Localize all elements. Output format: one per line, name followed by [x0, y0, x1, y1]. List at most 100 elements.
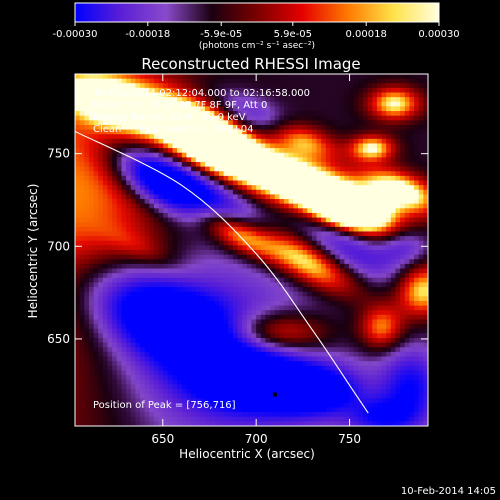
- heatmap-cell: [270, 138, 276, 145]
- heatmap-cell: [330, 180, 336, 186]
- heatmap-cell: [362, 361, 369, 367]
- heatmap-cell: [209, 194, 215, 200]
- heatmap-cell: [181, 300, 188, 307]
- heatmap-cell: [112, 333, 118, 339]
- heatmap-cell: [386, 106, 392, 112]
- heatmap-cell: [316, 162, 322, 168]
- heatmap-cell: [232, 185, 239, 191]
- heatmap-cell: [404, 231, 411, 237]
- heatmap-cell: [200, 310, 206, 316]
- heatmap-cell: [367, 324, 373, 330]
- heatmap-cell: [84, 296, 90, 302]
- heatmap-cell: [84, 87, 90, 94]
- heatmap-cell: [414, 78, 420, 84]
- heatmap-cell: [400, 129, 406, 135]
- heatmap-cell: [358, 92, 364, 98]
- heatmap-cell: [181, 333, 188, 339]
- heatmap-cell: [367, 277, 373, 284]
- heatmap-cell: [121, 143, 127, 149]
- heatmap-cell: [79, 92, 85, 98]
- heatmap-cell: [409, 106, 415, 112]
- heatmap-cell: [130, 226, 136, 233]
- heatmap-cell: [200, 263, 206, 270]
- heatmap-cell: [186, 92, 192, 98]
- heatmap-cell: [167, 166, 174, 172]
- heatmap-cell: [214, 134, 220, 140]
- heatmap-cell: [200, 254, 206, 260]
- heatmap-cell: [367, 138, 373, 145]
- heatmap-cell: [121, 111, 127, 117]
- heatmap-cell: [228, 199, 234, 205]
- heatmap-cell: [325, 305, 332, 311]
- heatmap-cell: [274, 203, 280, 209]
- heatmap-cell: [200, 148, 206, 154]
- heatmap-cell: [246, 143, 253, 149]
- heatmap-cell: [232, 74, 239, 80]
- heatmap-cell: [362, 300, 369, 307]
- heatmap-cell: [149, 208, 155, 214]
- heatmap-cell: [135, 111, 141, 117]
- heatmap-cell: [93, 124, 99, 131]
- heatmap-cell: [163, 347, 169, 353]
- heatmap-cell: [172, 324, 178, 330]
- heatmap-cell: [279, 333, 285, 339]
- heatmap-cell: [339, 259, 345, 265]
- heatmap-cell: [98, 314, 104, 321]
- heatmap-cell: [191, 305, 197, 311]
- heatmap-cell: [386, 185, 392, 191]
- heatmap-cell: [260, 92, 267, 98]
- heatmap-cell: [232, 365, 239, 372]
- heatmap-cell: [149, 189, 155, 196]
- heatmap-cell: [121, 254, 127, 260]
- heatmap-cell: [93, 166, 99, 172]
- heatmap-cell: [84, 97, 90, 103]
- heatmap-cell: [98, 259, 104, 265]
- heatmap-cell: [362, 240, 369, 246]
- heatmap-cell: [172, 194, 178, 200]
- heatmap-cell: [353, 268, 359, 274]
- heatmap-cell: [423, 310, 428, 316]
- heatmap-cell: [400, 162, 406, 168]
- heatmap-cell: [270, 171, 276, 177]
- heatmap-cell: [246, 263, 253, 270]
- heatmap-cell: [376, 342, 383, 348]
- heatmap-cell: [102, 78, 109, 84]
- heatmap-cell: [177, 74, 183, 80]
- heatmap-cell: [325, 333, 332, 339]
- heatmap-cell: [358, 351, 364, 358]
- heatmap-cell: [321, 120, 327, 126]
- heatmap-cell: [102, 180, 109, 186]
- heatmap-cell: [293, 226, 299, 233]
- heatmap-cell: [181, 324, 188, 330]
- heatmap-cell: [251, 217, 257, 223]
- heatmap-cell: [172, 74, 178, 80]
- heatmap-cell: [404, 189, 411, 196]
- heatmap-cell: [93, 240, 99, 246]
- heatmap-cell: [181, 314, 188, 321]
- heatmap-cell: [330, 291, 336, 297]
- heatmap-cell: [386, 148, 392, 154]
- heatmap-cell: [158, 92, 164, 98]
- heatmap-cell: [232, 254, 239, 260]
- heatmap-cell: [79, 148, 85, 154]
- heatmap-cell: [149, 171, 155, 177]
- heatmap-cell: [102, 148, 109, 154]
- heatmap-cell: [130, 236, 136, 242]
- heatmap-cell: [232, 106, 239, 112]
- heatmap-cell: [218, 259, 225, 265]
- heatmap-cell: [84, 175, 90, 182]
- heatmap-cell: [107, 277, 113, 284]
- heatmap-cell: [362, 87, 369, 94]
- colorbar-tick-label: -0.00030: [53, 29, 98, 40]
- heatmap-cell: [84, 180, 90, 186]
- heatmap-cell: [98, 245, 104, 251]
- heatmap-cell: [302, 115, 308, 121]
- heatmap-cell: [307, 356, 313, 362]
- heatmap-cell: [223, 361, 229, 367]
- heatmap-cell: [153, 236, 160, 242]
- heatmap-cell: [418, 208, 424, 214]
- heatmap-cell: [158, 148, 164, 154]
- heatmap-cell: [153, 300, 160, 307]
- heatmap-cell: [307, 342, 313, 348]
- heatmap-cell: [256, 143, 262, 149]
